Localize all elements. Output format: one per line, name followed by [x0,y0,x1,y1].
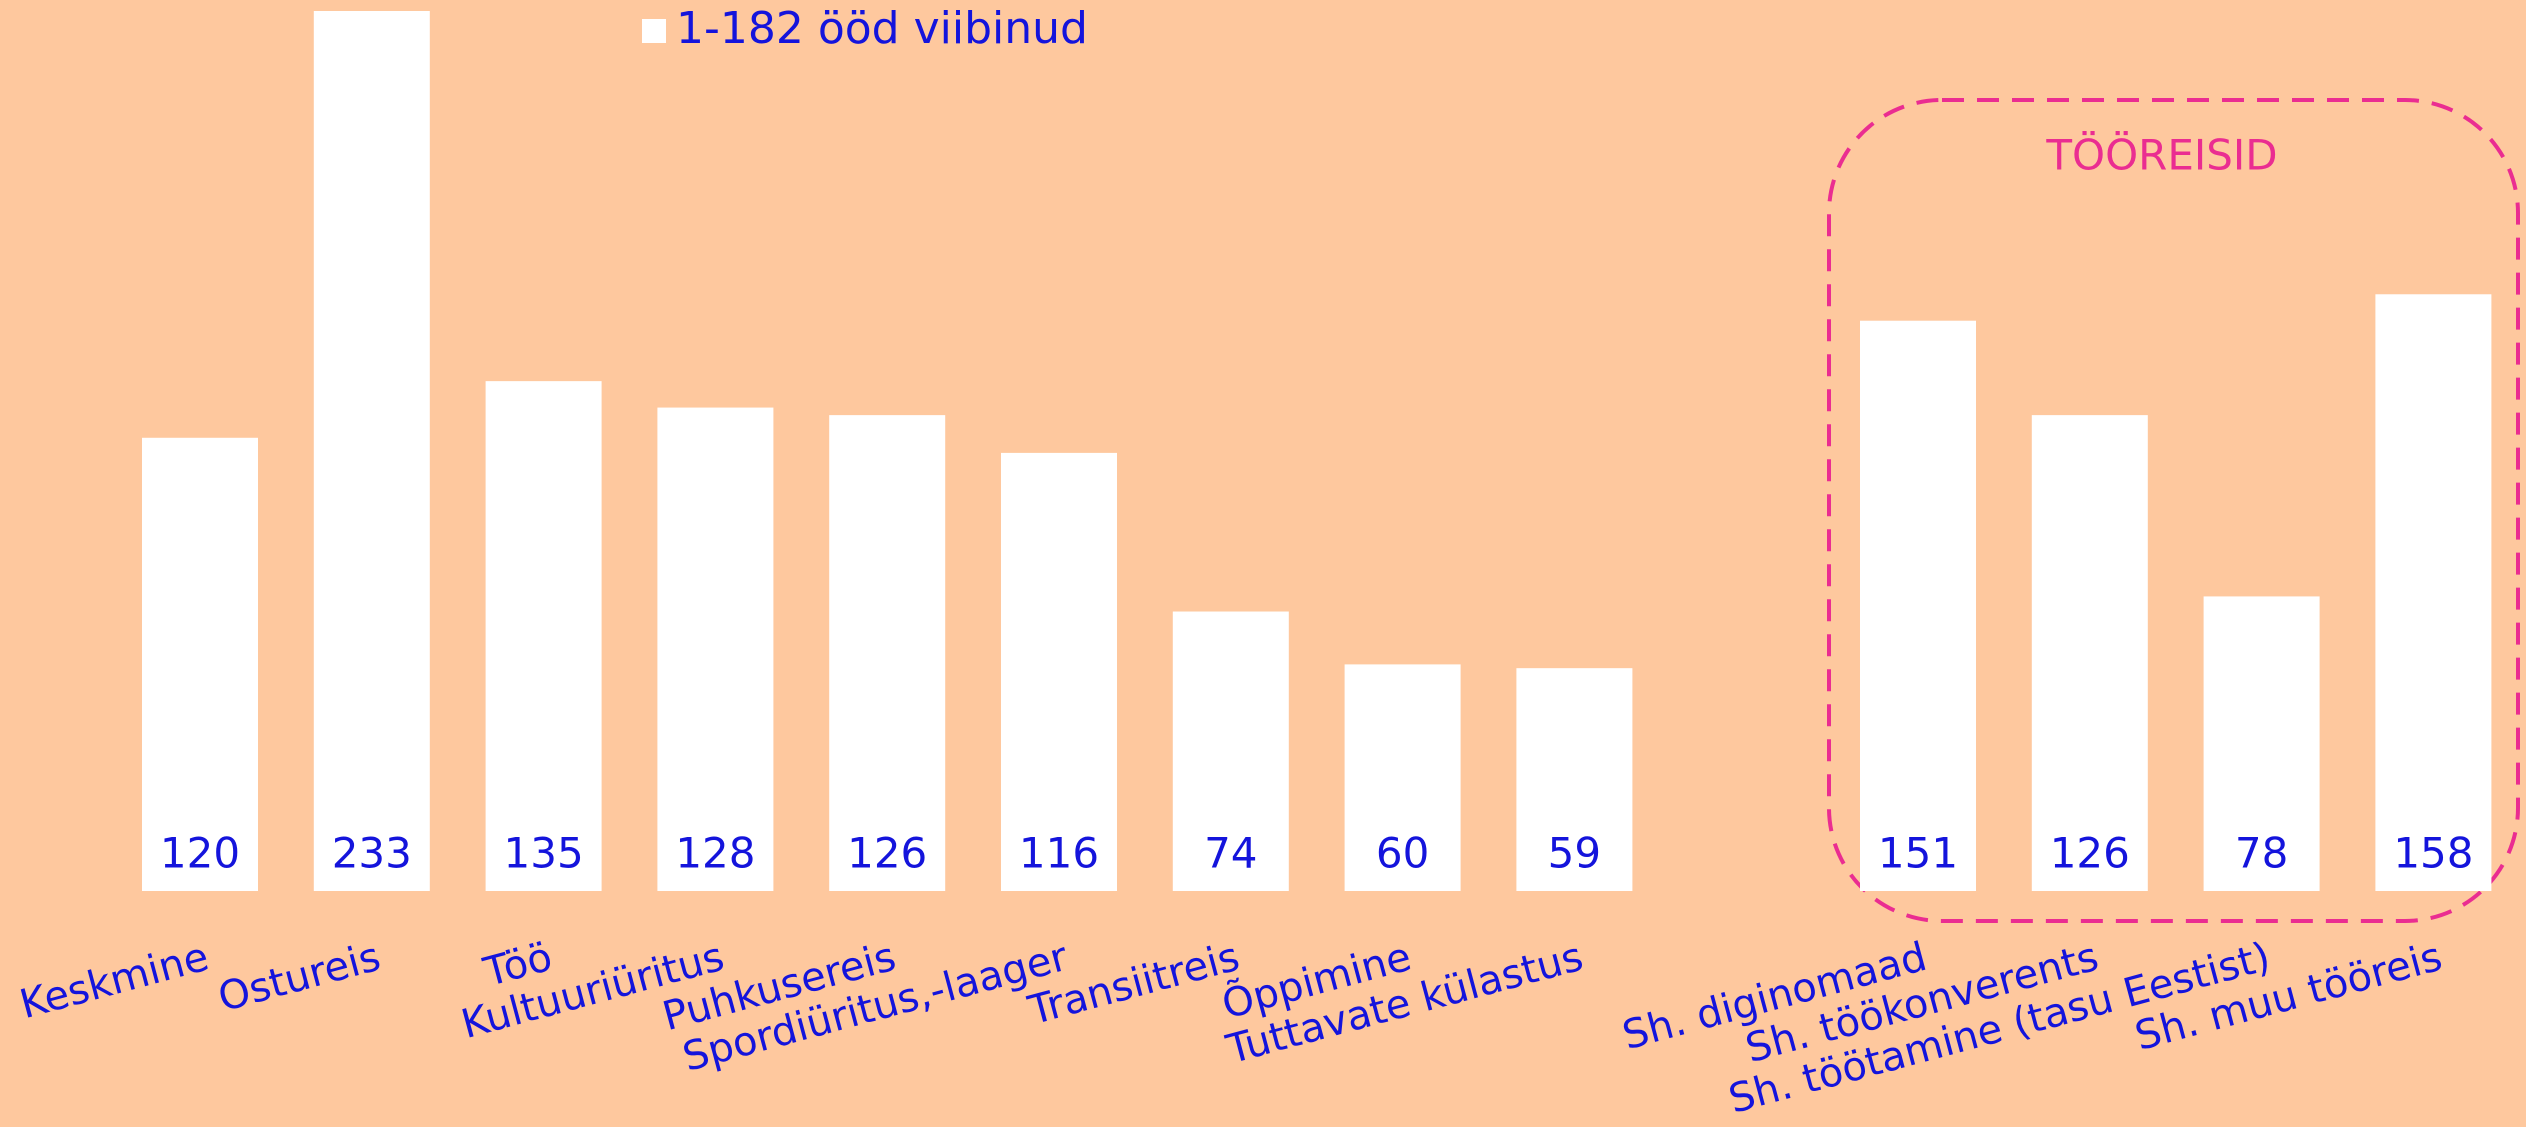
bar [2203,596,2320,891]
value-label: 74 [1204,829,1257,878]
bar [1001,452,1117,891]
legend-swatch [642,19,666,43]
value-label: 233 [332,829,412,878]
value-label: 60 [1376,829,1429,878]
value-label: 59 [1548,829,1601,878]
annotation-box [1827,98,2520,923]
legend-label: 1-182 ööd viibinud [676,3,1088,54]
bar [313,11,430,891]
value-label: 151 [1878,829,1958,878]
bar [2375,294,2492,891]
value-label: 116 [1019,829,1099,878]
bar [1516,668,1633,891]
value-label: 120 [160,829,240,878]
bar [1172,611,1289,891]
bar [829,415,946,891]
value-label: 126 [2050,829,2130,878]
value-label: 158 [2393,829,2473,878]
bar [485,381,602,891]
bar [142,437,258,891]
value-label: 128 [675,829,755,878]
value-label: 78 [2235,829,2288,878]
bar [1860,320,1976,891]
annotation: TÖÖREISID [2045,130,2277,180]
value-label: 135 [504,829,584,878]
bar [2031,415,2148,891]
bar [1344,664,1461,891]
value-label: 126 [847,829,927,878]
bar [657,407,774,891]
